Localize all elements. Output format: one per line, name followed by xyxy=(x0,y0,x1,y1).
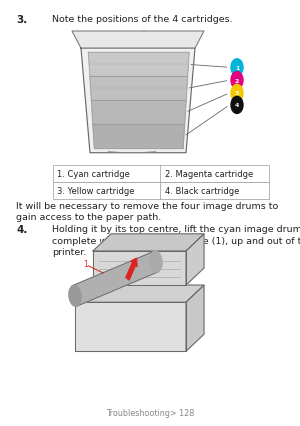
FancyArrow shape xyxy=(126,259,137,280)
Text: 2: 2 xyxy=(235,78,239,83)
Text: Holding it by its top centre, lift the cyan image drum,
complete with its toner : Holding it by its top centre, lift the c… xyxy=(52,225,300,257)
Bar xyxy=(52,182,160,199)
Circle shape xyxy=(231,85,243,102)
Polygon shape xyxy=(93,251,186,285)
Polygon shape xyxy=(93,125,184,149)
Ellipse shape xyxy=(150,251,162,273)
Polygon shape xyxy=(73,252,158,306)
Polygon shape xyxy=(81,49,195,153)
Bar xyxy=(52,165,160,182)
Text: It will be necessary to remove the four image drums to
gain access to the paper : It will be necessary to remove the four … xyxy=(16,201,279,222)
Bar xyxy=(160,182,268,199)
Polygon shape xyxy=(88,53,189,77)
Circle shape xyxy=(231,60,243,77)
Polygon shape xyxy=(92,101,186,125)
Bar xyxy=(160,165,268,182)
Text: 1: 1 xyxy=(83,259,88,269)
Text: 3.: 3. xyxy=(16,15,28,25)
Polygon shape xyxy=(186,285,204,351)
Text: 4: 4 xyxy=(235,103,239,108)
Text: 4.: 4. xyxy=(16,225,28,235)
Text: 1: 1 xyxy=(235,66,239,71)
Polygon shape xyxy=(93,234,204,251)
Circle shape xyxy=(231,97,243,114)
Text: 3. Yellow cartridge: 3. Yellow cartridge xyxy=(57,186,134,196)
Polygon shape xyxy=(72,32,204,49)
Text: 4. Black cartridge: 4. Black cartridge xyxy=(165,186,239,196)
Polygon shape xyxy=(186,234,204,285)
Ellipse shape xyxy=(69,285,81,307)
Text: Troubleshooting> 128: Troubleshooting> 128 xyxy=(106,408,194,417)
Text: Note the positions of the 4 cartridges.: Note the positions of the 4 cartridges. xyxy=(52,15,233,24)
Text: 1. Cyan cartridge: 1. Cyan cartridge xyxy=(57,169,130,178)
Text: 3: 3 xyxy=(235,91,239,96)
Circle shape xyxy=(231,72,243,89)
Polygon shape xyxy=(75,285,204,302)
Polygon shape xyxy=(90,77,188,101)
Polygon shape xyxy=(88,53,189,149)
Polygon shape xyxy=(75,302,186,351)
Text: 2. Magenta cartridge: 2. Magenta cartridge xyxy=(165,169,253,178)
